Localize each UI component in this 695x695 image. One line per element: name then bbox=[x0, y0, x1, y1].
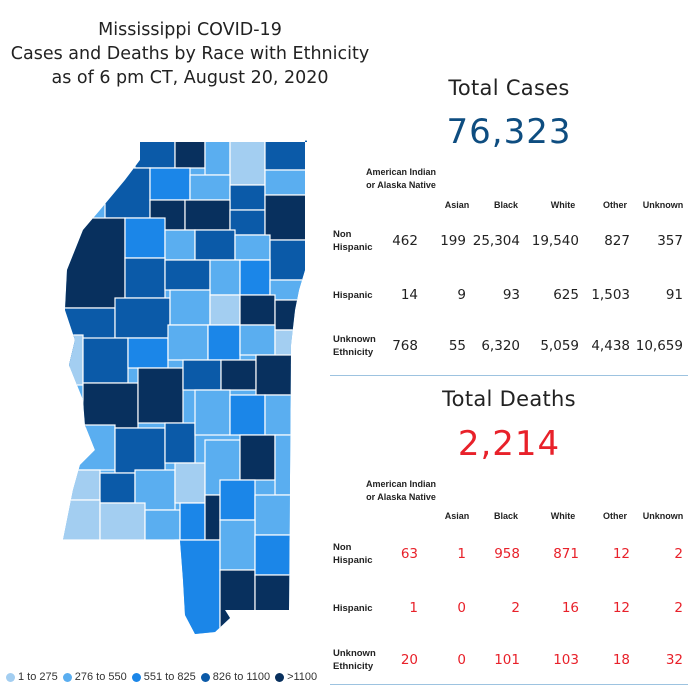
table-cell: 357 bbox=[657, 233, 683, 249]
total-deaths-value: 2,214 bbox=[457, 424, 561, 464]
table-cell: 0 bbox=[457, 600, 466, 616]
title-line-3: as of 6 pm CT, August 20, 2020 bbox=[51, 68, 329, 88]
total-cases-heading-block: Total Cases bbox=[330, 76, 688, 100]
legend-label: 1 to 275 bbox=[18, 671, 58, 683]
table-cell: 0 bbox=[457, 652, 466, 668]
legend-swatch bbox=[62, 672, 72, 682]
table-cell: 12 bbox=[612, 546, 630, 562]
table-cell: 4,438 bbox=[591, 338, 630, 354]
legend-swatch bbox=[200, 672, 210, 682]
table-cell: 20 bbox=[400, 652, 418, 668]
table-cell: 199 bbox=[440, 233, 466, 249]
chart-title: Mississippi COVID-19 Cases and Deaths by… bbox=[0, 18, 380, 90]
legend-label: >1100 bbox=[287, 671, 318, 683]
column-header: Unknown bbox=[642, 200, 684, 210]
table-cell: 958 bbox=[494, 546, 520, 562]
table-cell: 12 bbox=[612, 600, 630, 616]
table-cell: 14 bbox=[400, 287, 418, 303]
column-header: American Indian or Alaska Native bbox=[365, 167, 437, 190]
table-cell: 827 bbox=[604, 233, 630, 249]
table-cell: 91 bbox=[665, 287, 683, 303]
row-label: Unknown Ethnicity bbox=[333, 334, 376, 358]
table-cell: 1 bbox=[457, 546, 466, 562]
total-cases-value-block: 76,323 bbox=[330, 112, 688, 152]
legend-item: 826 to 1100 bbox=[200, 671, 271, 683]
table-cell: 1,503 bbox=[591, 287, 630, 303]
legend-label: 551 to 825 bbox=[143, 671, 196, 683]
legend-label: 276 to 550 bbox=[74, 671, 127, 683]
legend-item: >1100 bbox=[275, 671, 317, 683]
legend-swatch bbox=[6, 672, 15, 682]
column-header: Asian bbox=[444, 511, 470, 521]
table-cell: 18 bbox=[612, 652, 630, 668]
column-header: White bbox=[550, 200, 576, 210]
row-label: Hispanic bbox=[333, 290, 373, 301]
table-cell: 2 bbox=[674, 546, 683, 562]
legend-item: 551 to 825 bbox=[131, 671, 196, 683]
column-header: Black bbox=[493, 511, 519, 521]
title-line-2: Cases and Deaths by Race with Ethnicity bbox=[10, 44, 370, 64]
title-line-1: Mississippi COVID-19 bbox=[98, 20, 282, 40]
table-cell: 10,659 bbox=[635, 338, 683, 354]
table-cell: 16 bbox=[561, 600, 579, 616]
table-cell: 19,540 bbox=[531, 233, 579, 249]
legend-item: 1 to 275 bbox=[6, 671, 58, 683]
table-cell: 93 bbox=[502, 287, 520, 303]
legend-swatch bbox=[275, 672, 285, 682]
total-deaths-value-block: 2,214 bbox=[330, 424, 688, 464]
column-header: Black bbox=[493, 200, 519, 210]
row-label: Unknown Ethnicity bbox=[333, 648, 376, 672]
table-cell: 25,304 bbox=[472, 233, 520, 249]
table-cell: 9 bbox=[457, 287, 466, 303]
row-label: Non Hispanic bbox=[333, 542, 373, 566]
legend-item: 276 to 550 bbox=[62, 671, 127, 683]
column-header: American Indian or Alaska Native bbox=[365, 479, 437, 502]
column-header: Other bbox=[602, 200, 627, 210]
total-cases-value: 76,323 bbox=[446, 112, 572, 152]
legend-swatch bbox=[131, 672, 141, 682]
table-cell: 462 bbox=[392, 233, 418, 249]
section-divider bbox=[330, 375, 688, 376]
table-cell: 32 bbox=[665, 652, 683, 668]
table-cell: 6,320 bbox=[481, 338, 520, 354]
map-legend: 1 to 275 276 to 550 551 to 825 826 to 11… bbox=[6, 671, 322, 683]
column-header: White bbox=[550, 511, 576, 521]
row-label: Hispanic bbox=[333, 603, 373, 614]
bottom-divider bbox=[330, 684, 688, 685]
mississippi-county-map bbox=[63, 140, 307, 634]
table-cell: 871 bbox=[553, 546, 579, 562]
table-cell: 1 bbox=[409, 600, 418, 616]
column-header: Asian bbox=[444, 200, 470, 210]
column-header: Unknown bbox=[642, 511, 684, 521]
table-cell: 101 bbox=[494, 652, 520, 668]
table-cell: 5,059 bbox=[540, 338, 579, 354]
table-cell: 55 bbox=[448, 338, 466, 354]
table-cell: 2 bbox=[674, 600, 683, 616]
table-cell: 103 bbox=[553, 652, 579, 668]
legend-label: 826 to 1100 bbox=[212, 671, 271, 683]
table-cell: 63 bbox=[400, 546, 418, 562]
table-cell: 768 bbox=[392, 338, 418, 354]
total-deaths-heading-block: Total Deaths bbox=[330, 387, 688, 411]
column-header: Other bbox=[602, 511, 627, 521]
row-label: Non Hispanic bbox=[333, 229, 373, 253]
total-cases-heading: Total Cases bbox=[448, 76, 570, 100]
total-deaths-heading: Total Deaths bbox=[442, 387, 576, 411]
table-cell: 625 bbox=[553, 287, 579, 303]
table-cell: 2 bbox=[511, 600, 520, 616]
